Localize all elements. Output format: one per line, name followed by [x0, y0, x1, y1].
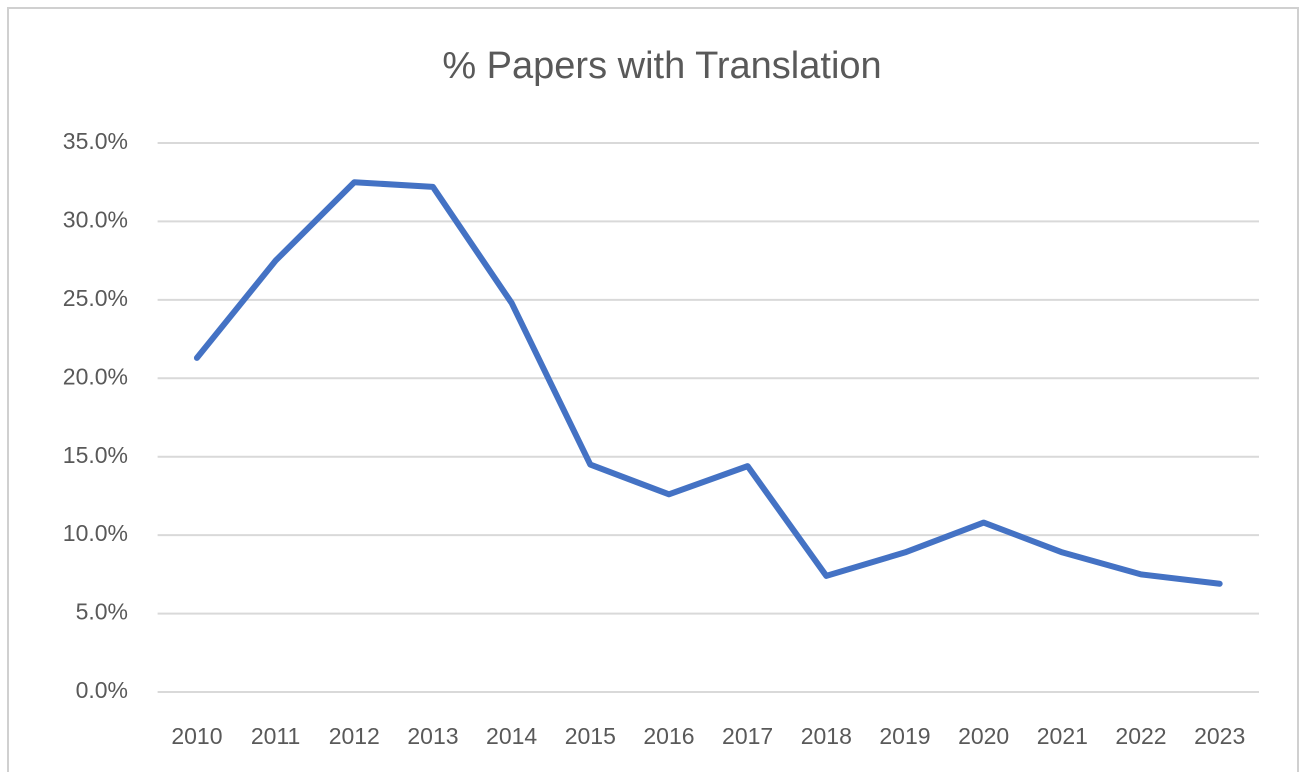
x-tick-label: 2010	[171, 723, 222, 749]
x-tick-label: 2015	[565, 723, 616, 749]
chart-frame	[7, 7, 1299, 777]
x-tick-label: 2021	[1037, 723, 1088, 749]
line	[193, 179, 1223, 587]
x-tick-label: 2023	[1194, 723, 1245, 749]
x-tick-label: 2018	[801, 723, 852, 749]
y-tick-label: 30.0%	[63, 207, 128, 233]
y-tick-label: 15.0%	[63, 442, 128, 468]
chart-title: % Papers with Translation	[442, 45, 881, 87]
y-tick-label: 5.0%	[76, 599, 128, 625]
x-tick-label: 2019	[879, 723, 930, 749]
y-tick-label: 0.0%	[76, 677, 128, 703]
x-tick-label: 2022	[1115, 723, 1166, 749]
x-tick-label: 2014	[486, 723, 537, 749]
y-tick-label: 25.0%	[63, 285, 128, 311]
x-tick-label: 2016	[643, 723, 694, 749]
y-tick-label: 10.0%	[63, 520, 128, 546]
x-tick-label: 2011	[251, 723, 300, 749]
x-tick-label: 2017	[722, 723, 773, 749]
y-tick-label: 20.0%	[63, 363, 128, 389]
x-tick-label: 2020	[958, 723, 1009, 749]
y-tick-label: 35.0%	[63, 128, 128, 154]
x-tick-label: 2012	[329, 723, 380, 749]
x-tick-label: 2013	[407, 723, 458, 749]
